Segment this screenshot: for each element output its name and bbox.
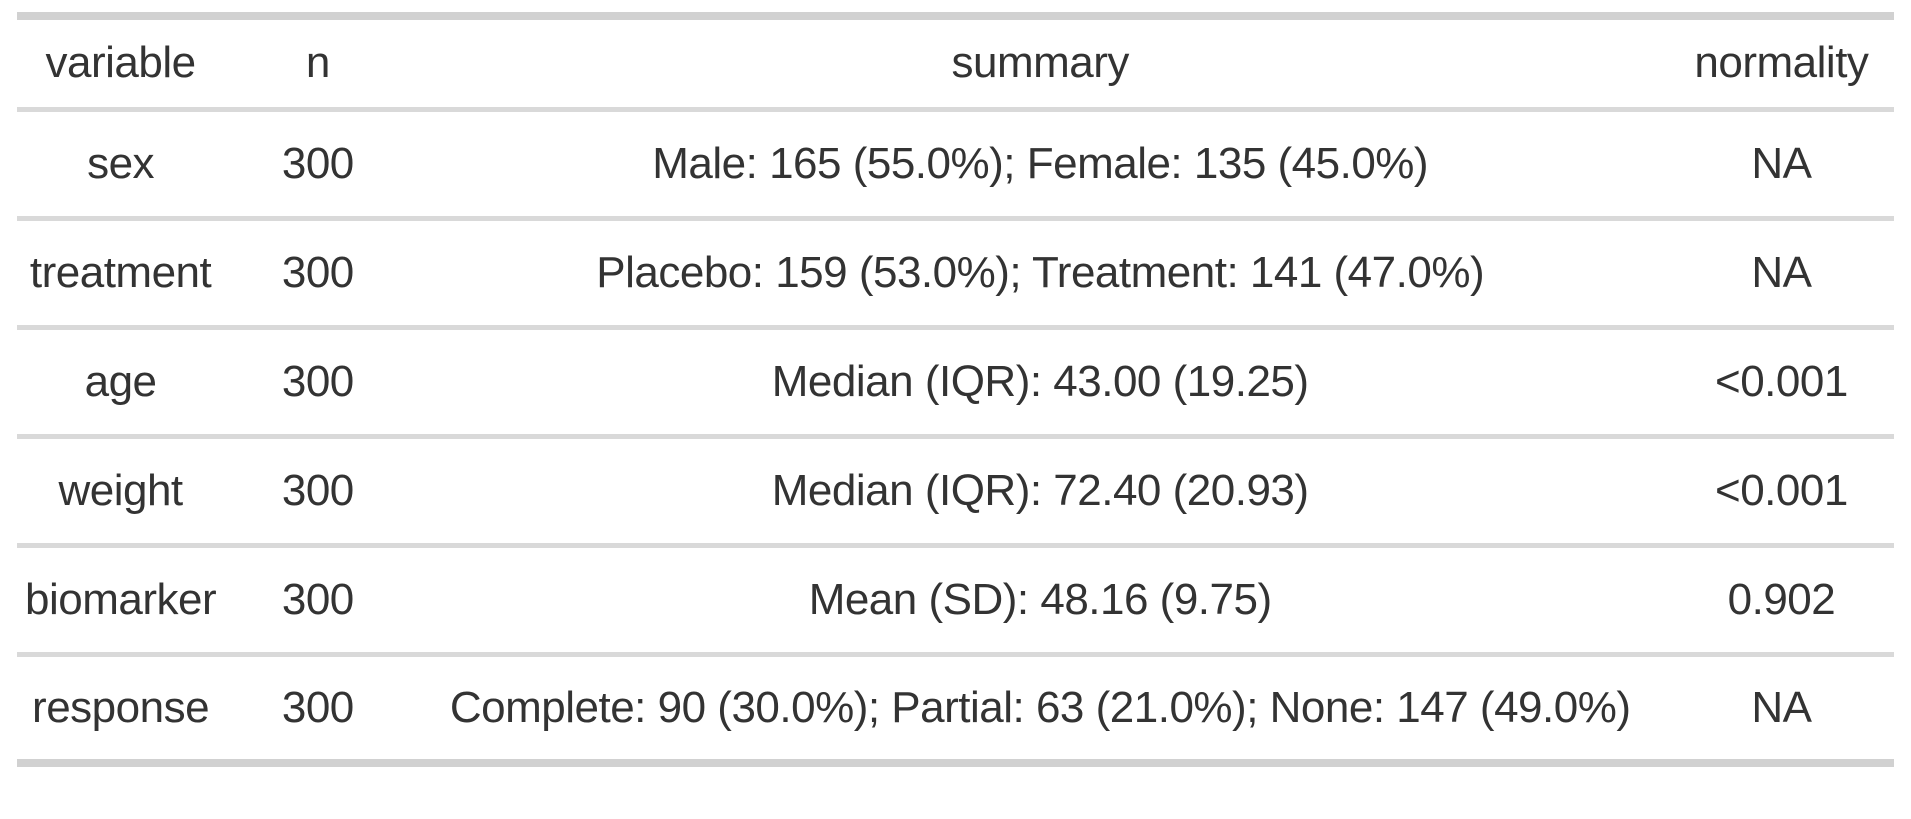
cell-summary: Placebo: 159 (53.0%); Treatment: 141 (47… (411, 218, 1669, 330)
cell-summary: Mean (SD): 48.16 (9.75) (411, 545, 1669, 657)
cell-n: 300 (224, 545, 412, 657)
cell-variable: age (17, 327, 225, 439)
cell-n: 300 (224, 436, 412, 548)
cell-normality: NA (1668, 218, 1894, 330)
cell-normality: <0.001 (1668, 327, 1894, 439)
cell-n: 300 (224, 218, 412, 330)
cell-variable: biomarker (17, 545, 225, 657)
cell-normality: 0.902 (1668, 545, 1894, 657)
header-row: variable n summary normality (17, 16, 1894, 112)
cell-n: 300 (224, 327, 412, 439)
cell-normality: NA (1751, 682, 1812, 732)
table-row-response: response 300 Complete: 90 (30.0%); Parti… (17, 654, 1894, 763)
cell-summary: Median (IQR): 72.40 (20.93) (411, 436, 1669, 548)
cell-summary: Median (IQR): 43.00 (19.25) (411, 327, 1669, 439)
table-row-sex: sex 300 Male: 165 (55.0%); Female: 135 (… (17, 109, 1894, 221)
cell-variable: sex (17, 109, 225, 221)
table-container: variable n summary normality sex 300 Mal… (17, 12, 1894, 767)
cell-variable: weight (17, 436, 225, 548)
cell-n: 300 (224, 109, 412, 221)
column-header-summary: summary (411, 16, 1669, 112)
cell-n: 300 (281, 682, 354, 732)
column-header-variable: variable (17, 16, 225, 112)
table-row-age: age 300 Median (IQR): 43.00 (19.25) <0.0… (17, 327, 1894, 439)
cell-variable: response (32, 682, 210, 732)
cell-normality: <0.001 (1668, 436, 1894, 548)
column-header-n: n (224, 16, 412, 112)
cell-summary: Complete: 90 (30.0%); Partial: 63 (21.0%… (449, 682, 1631, 732)
table-row-weight: weight 300 Median (IQR): 72.40 (20.93) <… (17, 436, 1894, 548)
cell-summary: Male: 165 (55.0%); Female: 135 (45.0%) (411, 109, 1669, 221)
table-body: sex 300 Male: 165 (55.0%); Female: 135 (… (17, 109, 1894, 763)
column-header-normality: normality (1668, 16, 1894, 112)
summary-table: variable n summary normality sex 300 Mal… (17, 12, 1894, 767)
cell-variable: treatment (17, 218, 225, 330)
table-row-biomarker: biomarker 300 Mean (SD): 48.16 (9.75) 0.… (17, 545, 1894, 657)
table-row-treatment: treatment 300 Placebo: 159 (53.0%); Trea… (17, 218, 1894, 330)
cell-normality: NA (1668, 109, 1894, 221)
table-header: variable n summary normality (17, 16, 1894, 112)
